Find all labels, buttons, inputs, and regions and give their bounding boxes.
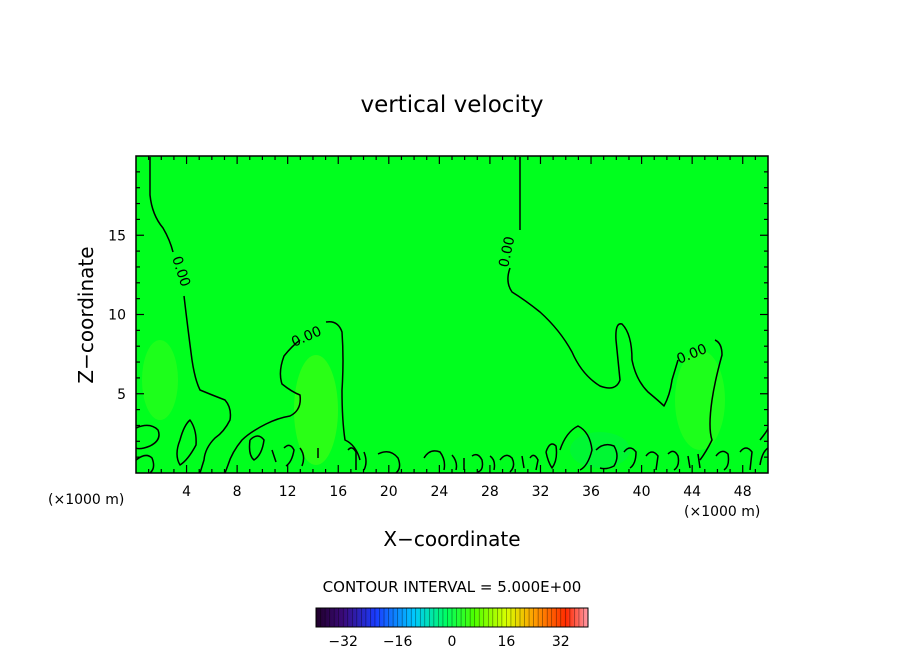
zero-contour-right	[699, 339, 723, 461]
colorbar-tick-label: 0	[448, 634, 457, 650]
x-tick-label: 36	[582, 484, 600, 500]
x-tick-label: 48	[734, 484, 752, 500]
colorbar: −32 −16 0 16 32	[315, 607, 589, 650]
x-tick-label: 32	[532, 484, 550, 500]
plot-area: 0.00 0.00 0.00 0.00 4 8 12 16 20 24 28 32 36 40 44…	[108, 155, 769, 500]
x-unit-right: (×1000 m)	[684, 504, 760, 520]
chart-title: vertical velocity	[361, 92, 544, 118]
y-axis-ticks: 5 10 15	[108, 171, 768, 458]
x-axis-label: X−coordinate	[383, 527, 520, 551]
weak-downdraft-patch	[570, 432, 630, 468]
zero-contour-plume	[224, 339, 302, 473]
x-tick-label: 44	[683, 484, 701, 500]
zero-contour-plume-right	[325, 320, 361, 461]
zero-contour-noise	[136, 419, 768, 473]
y-tick-label: 10	[108, 308, 126, 324]
colorbar-ticks: −32 −16 0 16 32	[328, 634, 569, 650]
x-tick-label: 16	[329, 484, 347, 500]
zero-contour-left	[149, 157, 174, 253]
colorbar-tick-label: 16	[497, 634, 515, 650]
x-tick-label: 28	[481, 484, 499, 500]
x-tick-label: 40	[633, 484, 651, 500]
x-tick-label: 4	[182, 484, 191, 500]
weak-updraft-patch	[675, 350, 725, 450]
colorbar-tick-label: −16	[383, 634, 413, 650]
zero-contour-mid-lower	[507, 267, 679, 407]
contour-label: 0.00	[496, 235, 518, 269]
x-unit-left: (×1000 m)	[48, 492, 124, 508]
x-axis-ticks: 4 8 12 16 20 24 28 32 36 40 44 48	[148, 156, 756, 500]
colorbar-tick-label: 32	[552, 634, 570, 650]
weak-updraft-patch	[142, 340, 178, 420]
x-tick-label: 20	[380, 484, 398, 500]
weak-updraft-patch	[294, 355, 338, 465]
colorbar-stripes	[320, 608, 584, 627]
velocity-field	[136, 156, 768, 473]
x-tick-label: 8	[233, 484, 242, 500]
x-tick-label: 24	[430, 484, 448, 500]
y-tick-label: 15	[108, 228, 126, 244]
y-tick-label: 5	[117, 387, 126, 403]
y-axis-label: Z−coordinate	[74, 246, 98, 383]
field-highlights	[142, 340, 725, 468]
contour-interval-text: CONTOUR INTERVAL = 5.000E+00	[323, 578, 582, 596]
colorbar-tick-label: −32	[328, 634, 358, 650]
zero-contour-left-lower	[183, 295, 232, 473]
colorbar-frame	[315, 607, 589, 628]
x-tick-label: 12	[279, 484, 297, 500]
